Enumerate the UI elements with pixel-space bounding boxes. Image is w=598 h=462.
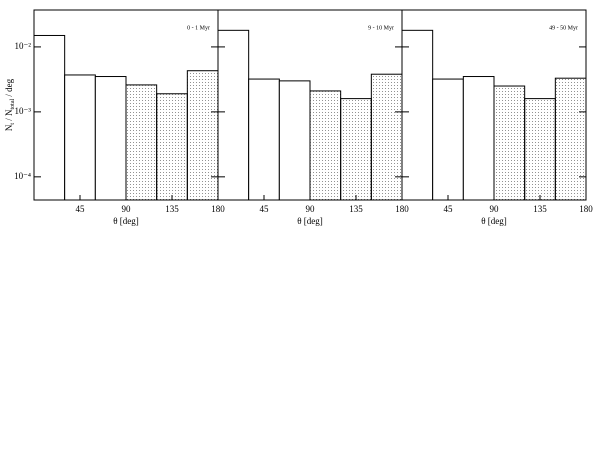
y-tick-label: 10⁻³ (15, 106, 32, 116)
x-tick-label: 180 (211, 204, 225, 214)
bar (462, 76, 495, 201)
bar (340, 98, 372, 201)
x-tick-label: 90 (122, 204, 132, 214)
bar (401, 29, 434, 201)
x-tick-label: 135 (533, 204, 547, 214)
y-axis-label: Nt / Ntotal / deg (4, 78, 16, 131)
y-axis-label-part: / deg (4, 78, 14, 98)
y-tick-label: 10⁻² (15, 41, 32, 51)
x-tick-label: 180 (395, 204, 409, 214)
bar (309, 90, 342, 201)
x-tick-label: 45 (444, 204, 454, 214)
x-tick-label: 180 (579, 204, 593, 214)
bar (125, 84, 158, 201)
bar (186, 70, 219, 201)
x-axis-label: θ [deg] (113, 216, 139, 226)
bar (64, 74, 96, 201)
y-axis-label-part: N (4, 124, 14, 131)
bar (432, 78, 464, 201)
x-tick-label: 135 (349, 204, 363, 214)
x-tick-label: 45 (76, 204, 86, 214)
bar (33, 34, 66, 201)
annotation: 9 - 10 Myr (368, 25, 394, 31)
bar (248, 78, 280, 201)
bar (94, 76, 127, 201)
bar (493, 85, 526, 201)
x-tick-label: 90 (306, 204, 316, 214)
y-axis-label-part: / N (4, 109, 14, 123)
y-axis-label-part: total (10, 99, 16, 110)
x-tick-label: 135 (165, 204, 179, 214)
bar (370, 73, 403, 201)
y-axis-label-part: t (10, 123, 16, 125)
bar (278, 80, 311, 201)
bar (524, 98, 556, 201)
bar (217, 29, 250, 201)
annotation: 0 - 1 Myr (187, 25, 210, 31)
y-tick-label: 10⁻⁴ (14, 171, 31, 181)
bar (554, 77, 587, 201)
x-axis-label: θ [deg] (297, 216, 323, 226)
annotation: 49 - 50 Myr (549, 25, 578, 31)
x-tick-label: 45 (260, 204, 270, 214)
x-axis-label: θ [deg] (481, 216, 507, 226)
x-tick-label: 90 (490, 204, 500, 214)
bar (156, 93, 188, 201)
